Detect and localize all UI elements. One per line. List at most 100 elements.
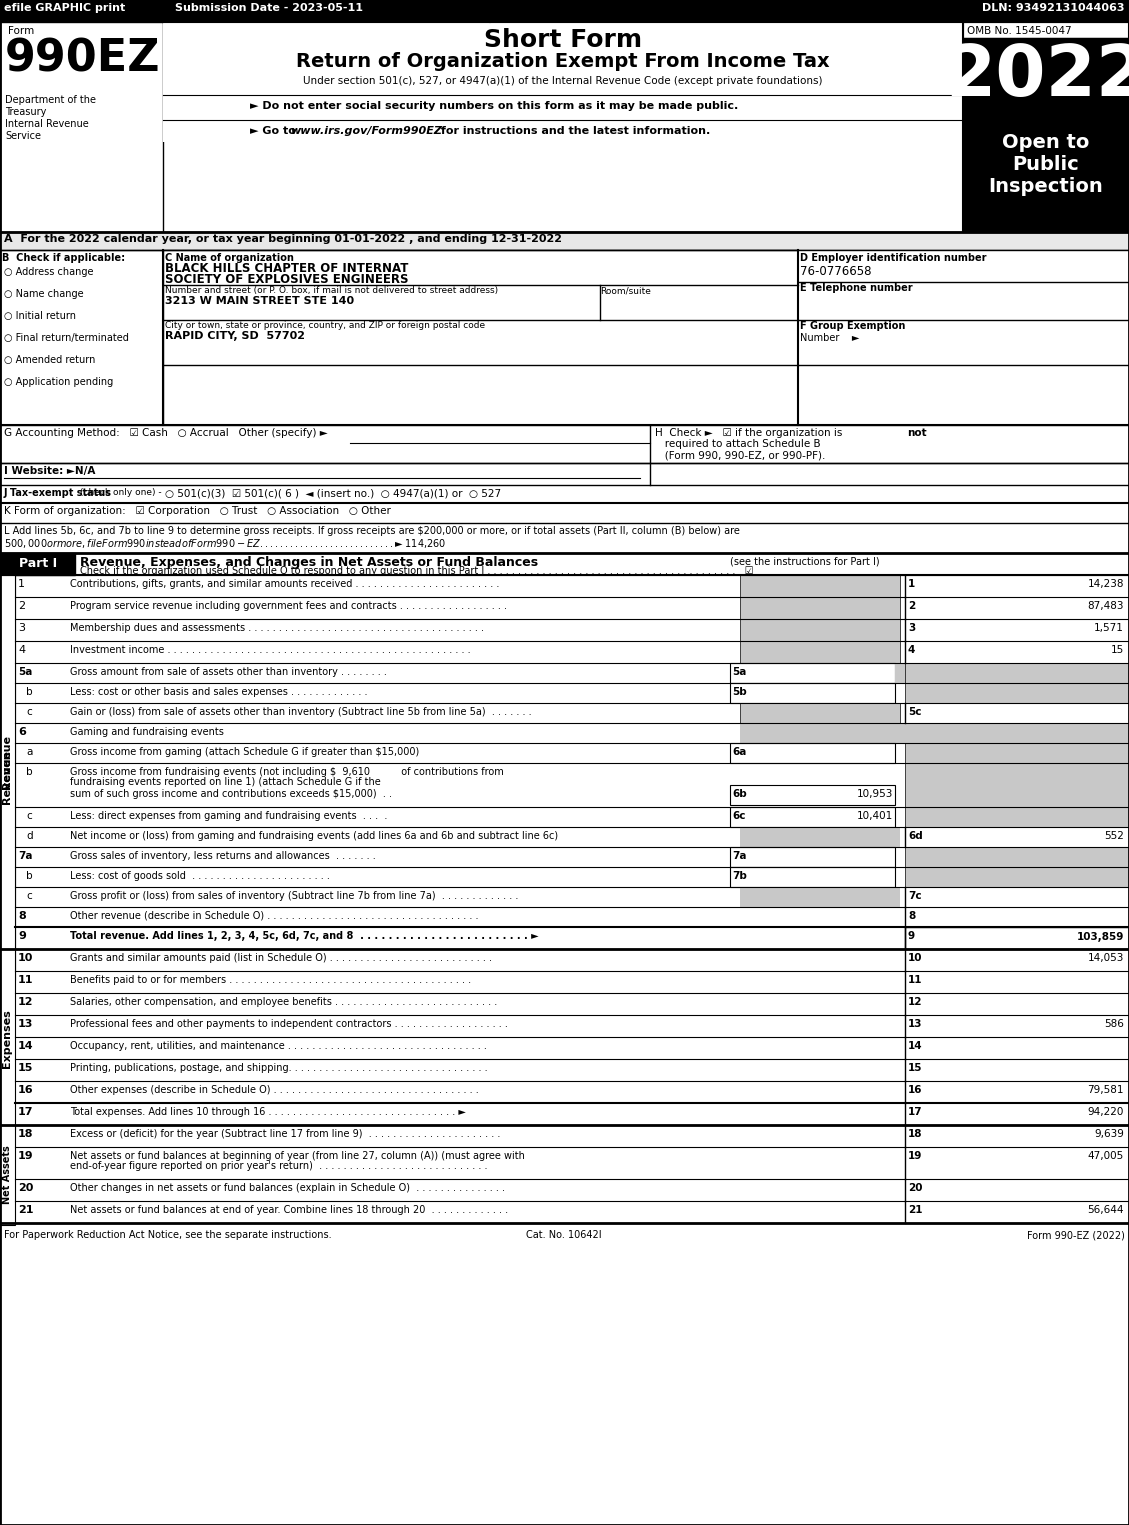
Text: 12: 12 — [18, 997, 34, 1006]
Text: Investment income . . . . . . . . . . . . . . . . . . . . . . . . . . . . . . . : Investment income . . . . . . . . . . . … — [70, 645, 471, 656]
Text: 94,220: 94,220 — [1087, 1107, 1124, 1116]
Text: Revenue, Expenses, and Changes in Net Assets or Fund Balances: Revenue, Expenses, and Changes in Net As… — [80, 557, 539, 569]
Text: $500,000 or more, file Form 990 instead of Form 990-EZ . . . . . . . . . . . . .: $500,000 or more, file Form 990 instead … — [5, 537, 446, 551]
Bar — [0, 523, 1129, 560]
Text: B  Check if applicable:: B Check if applicable: — [2, 253, 125, 262]
Text: 9: 9 — [18, 930, 26, 941]
Text: Form: Form — [8, 26, 34, 37]
Text: 5a: 5a — [18, 666, 33, 677]
Text: 10: 10 — [908, 953, 922, 962]
Text: Number and street (or P. O. box, if mail is not delivered to street address): Number and street (or P. O. box, if mail… — [165, 287, 498, 294]
Text: Cat. No. 10642I: Cat. No. 10642I — [526, 1231, 602, 1240]
Bar — [0, 554, 1129, 575]
Bar — [905, 596, 1129, 619]
Text: 8: 8 — [18, 910, 26, 921]
Text: DLN: 93492131044063: DLN: 93492131044063 — [982, 3, 1124, 14]
Bar — [739, 575, 900, 596]
Text: 56,644: 56,644 — [1087, 1205, 1124, 1215]
Text: 21: 21 — [18, 1205, 34, 1215]
Text: 3: 3 — [908, 624, 916, 633]
Text: 10,401: 10,401 — [857, 811, 893, 820]
Text: 16: 16 — [18, 1084, 34, 1095]
Bar — [0, 1125, 15, 1225]
Text: a: a — [26, 747, 33, 756]
Text: 79,581: 79,581 — [1087, 1084, 1124, 1095]
Text: 18: 18 — [908, 1128, 922, 1139]
Text: 2: 2 — [18, 601, 25, 612]
Bar — [905, 1037, 1129, 1058]
Text: Submission Date - 2023-05-11: Submission Date - 2023-05-11 — [175, 3, 364, 14]
Text: 15: 15 — [908, 1063, 922, 1074]
Text: H  Check ►   ☑ if the organization is: H Check ► ☑ if the organization is — [655, 429, 846, 438]
Text: 1: 1 — [908, 580, 916, 589]
Bar — [905, 868, 1129, 888]
Text: Gross income from gaming (attach Schedule G if greater than $15,000): Gross income from gaming (attach Schedul… — [70, 747, 419, 756]
Bar — [905, 640, 1129, 663]
Text: Check if the organization used Schedule O to respond to any question in this Par: Check if the organization used Schedule … — [80, 566, 753, 576]
Text: 7c: 7c — [908, 891, 921, 901]
Text: ○ Application pending: ○ Application pending — [5, 377, 113, 387]
Text: 4: 4 — [908, 645, 916, 656]
Bar — [798, 250, 1129, 425]
Text: Gross income from fundraising events (not including $  9,610          of contrib: Gross income from fundraising events (no… — [70, 767, 504, 778]
Text: Total revenue. Add lines 1, 2, 3, 4, 5c, 6d, 7c, and 8  . . . . . . . . . . . . : Total revenue. Add lines 1, 2, 3, 4, 5c,… — [70, 930, 539, 941]
Text: Revenue: Revenue — [2, 750, 12, 805]
Text: 5a: 5a — [732, 666, 746, 677]
Text: 9,639: 9,639 — [1094, 1128, 1124, 1139]
Bar — [963, 38, 1129, 128]
Text: 552: 552 — [1104, 831, 1124, 840]
Bar — [905, 575, 1129, 596]
Text: Less: direct expenses from gaming and fundraising events  . . .  .: Less: direct expenses from gaming and fu… — [70, 811, 387, 820]
Text: Other revenue (describe in Schedule O) . . . . . . . . . . . . . . . . . . . . .: Other revenue (describe in Schedule O) .… — [70, 910, 479, 921]
Text: Contributions, gifts, grants, and similar amounts received . . . . . . . . . . .: Contributions, gifts, grants, and simila… — [70, 580, 499, 589]
Bar — [905, 827, 1129, 846]
Text: Less: cost of goods sold  . . . . . . . . . . . . . . . . . . . . . . .: Less: cost of goods sold . . . . . . . .… — [70, 871, 330, 881]
Text: ○ Initial return: ○ Initial return — [5, 311, 76, 320]
Bar — [905, 743, 1129, 762]
Bar — [0, 554, 75, 575]
Bar — [905, 762, 1129, 807]
Text: Part I: Part I — [19, 557, 58, 570]
Text: 3: 3 — [18, 624, 25, 633]
Text: 10: 10 — [18, 953, 34, 962]
Bar — [905, 619, 1129, 640]
Text: E Telephone number: E Telephone number — [800, 284, 912, 293]
Text: Membership dues and assessments . . . . . . . . . . . . . . . . . . . . . . . . : Membership dues and assessments . . . . … — [70, 624, 484, 633]
Bar — [730, 743, 895, 762]
Text: Internal Revenue: Internal Revenue — [5, 119, 89, 130]
Text: 6: 6 — [18, 727, 26, 737]
Text: Total expenses. Add lines 10 through 16 . . . . . . . . . . . . . . . . . . . . : Total expenses. Add lines 10 through 16 … — [70, 1107, 466, 1116]
Text: 11: 11 — [18, 974, 34, 985]
Text: F Group Exemption: F Group Exemption — [800, 320, 905, 331]
Text: Treasury: Treasury — [5, 107, 46, 117]
Text: OMB No. 1545-0047: OMB No. 1545-0047 — [968, 26, 1071, 37]
Bar — [905, 1125, 1129, 1147]
Bar — [905, 1103, 1129, 1125]
Bar — [0, 575, 15, 981]
Text: 15: 15 — [1111, 645, 1124, 656]
Bar — [739, 888, 900, 907]
Bar — [905, 1179, 1129, 1202]
Text: SOCIETY OF EXPLOSIVES ENGINEERS: SOCIETY OF EXPLOSIVES ENGINEERS — [165, 273, 409, 287]
Bar — [739, 619, 900, 640]
Bar — [0, 949, 15, 1128]
Text: Net assets or fund balances at beginning of year (from line 27, column (A)) (mus: Net assets or fund balances at beginning… — [70, 1151, 525, 1161]
Bar — [905, 1202, 1129, 1223]
Text: 47,005: 47,005 — [1087, 1151, 1124, 1161]
Bar — [905, 807, 1129, 827]
Text: 14,238: 14,238 — [1087, 580, 1124, 589]
Bar — [739, 723, 1129, 743]
Text: Return of Organization Exempt From Income Tax: Return of Organization Exempt From Incom… — [296, 52, 830, 72]
Bar — [163, 250, 798, 425]
Text: I Website: ►N/A: I Website: ►N/A — [5, 467, 95, 476]
Text: ► Do not enter social security numbers on this form as it may be made public.: ► Do not enter social security numbers o… — [250, 101, 738, 111]
Text: 2: 2 — [908, 601, 916, 612]
Bar — [905, 907, 1129, 927]
Text: Gross sales of inventory, less returns and allowances  . . . . . . .: Gross sales of inventory, less returns a… — [70, 851, 376, 862]
Bar — [739, 703, 900, 723]
Text: 586: 586 — [1104, 1019, 1124, 1029]
Text: D Employer identification number: D Employer identification number — [800, 253, 987, 262]
Text: ○ 501(c)(3)  ☑ 501(c)( 6 )  ◄ (insert no.)  ○ 4947(a)(1) or  ○ 527: ○ 501(c)(3) ☑ 501(c)( 6 ) ◄ (insert no.)… — [165, 488, 501, 499]
Text: 19: 19 — [18, 1151, 34, 1161]
Text: 14: 14 — [908, 1042, 922, 1051]
